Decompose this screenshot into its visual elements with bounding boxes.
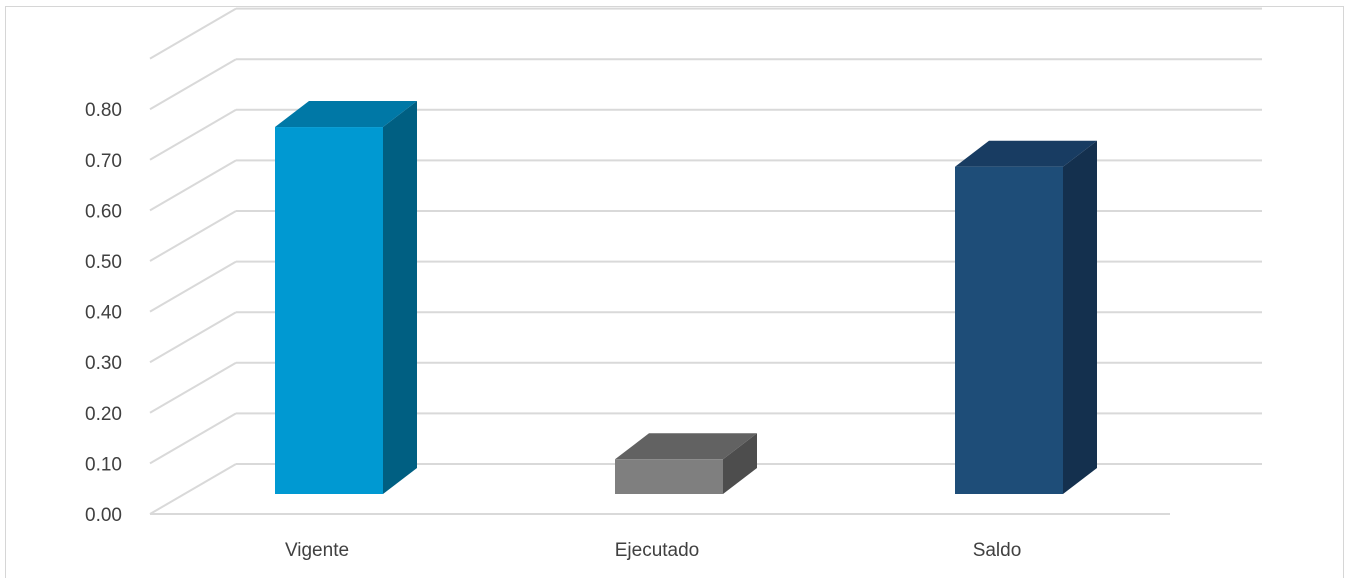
gridline-side [149, 7, 237, 60]
x-axis-labels: Vigente Ejecutado Saldo [285, 540, 1021, 561]
gridline-side [149, 412, 237, 465]
y-tick-label: 0.10 [85, 454, 122, 475]
x-tick-label: Ejecutado [615, 540, 700, 561]
gridline-side [149, 159, 237, 212]
bar-front [955, 166, 1063, 495]
gridline-side [149, 260, 237, 313]
y-tick-label: 0.20 [85, 404, 122, 425]
gridline-side [149, 108, 237, 161]
y-tick-label: 0.40 [85, 303, 122, 324]
gridline-side [149, 210, 237, 262]
y-tick-label: 0.70 [85, 151, 122, 172]
y-tick-label: 0.50 [85, 252, 122, 273]
x-tick-label: Saldo [973, 540, 1022, 561]
bar-front [275, 127, 383, 494]
y-tick-label: 0.30 [85, 353, 122, 374]
bar-side [383, 101, 417, 494]
x-tick-label: Vigente [285, 540, 349, 561]
bar-top [275, 101, 417, 128]
bar-ejecutado [615, 433, 757, 494]
bars [275, 101, 1097, 495]
y-axis-ticks: 0.00 0.10 0.20 0.30 0.40 0.50 0.60 0.70 0.80 [85, 100, 122, 526]
gridline-side [149, 58, 237, 111]
bar-front [615, 459, 723, 494]
bar-vigente [275, 101, 417, 494]
bar-side [723, 433, 757, 494]
y-tick-label: 0.00 [85, 505, 122, 526]
bar-top [955, 140, 1097, 167]
bar-saldo [955, 140, 1097, 495]
y-tick-label: 0.60 [85, 201, 122, 222]
gridline-side [149, 311, 237, 364]
gridline-side [149, 463, 237, 515]
y-tick-label: 0.80 [85, 100, 122, 121]
gridline-side [149, 361, 237, 414]
bar-side [1063, 140, 1097, 495]
bar-top [615, 433, 757, 460]
